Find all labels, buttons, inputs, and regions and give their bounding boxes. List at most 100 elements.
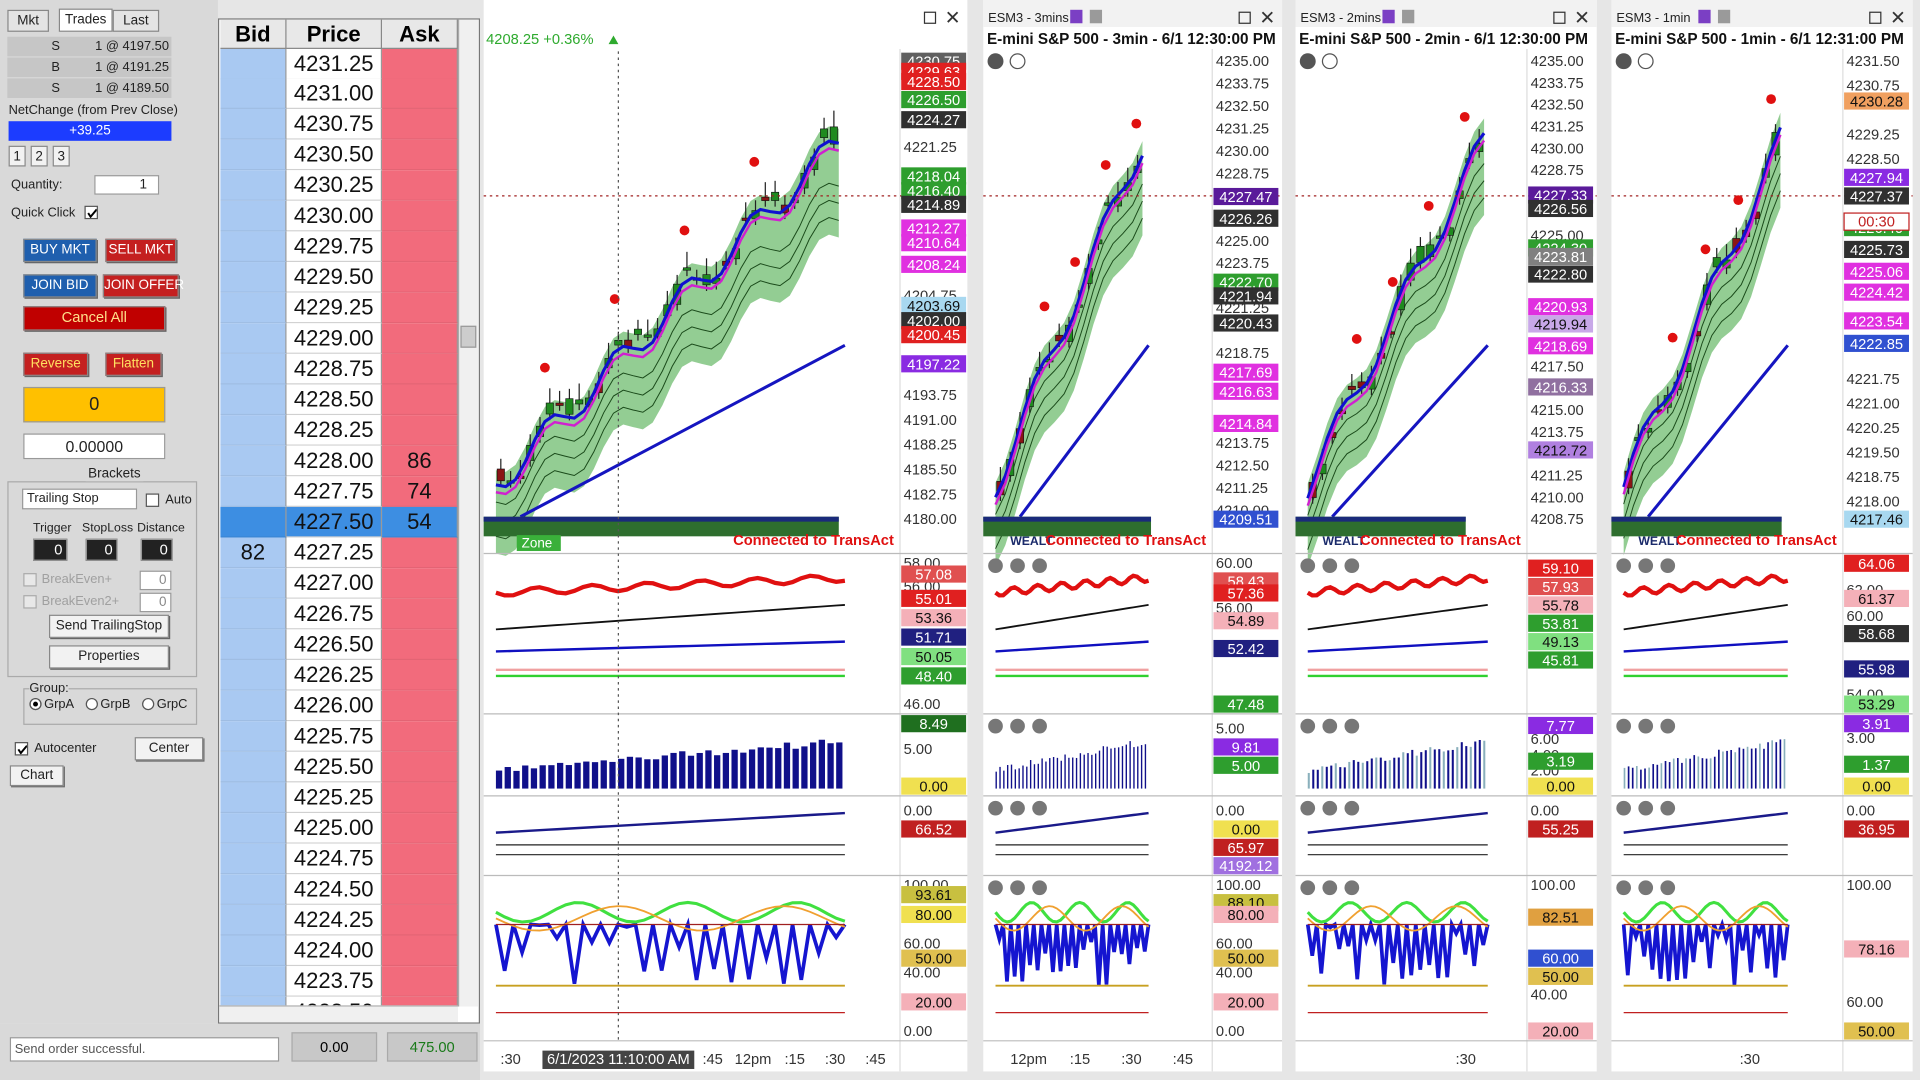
tab[interactable]: Mkt	[7, 9, 49, 32]
tool-button[interactable]	[988, 800, 1003, 816]
tool-button[interactable]	[1009, 53, 1026, 70]
net-change-value: +39.25	[8, 121, 172, 141]
volume-bar	[1718, 749, 1720, 789]
join-offer-button[interactable]: JOIN OFFER	[102, 274, 184, 298]
checkbox[interactable]	[23, 595, 37, 609]
tool-button[interactable]	[1322, 558, 1338, 574]
tool-button[interactable]	[1010, 880, 1025, 896]
tool-button[interactable]	[1616, 800, 1632, 816]
tool-button[interactable]	[1321, 53, 1338, 70]
tool-button[interactable]	[1300, 800, 1316, 816]
tool-button[interactable]	[988, 558, 1003, 574]
tool-button[interactable]	[1344, 880, 1360, 896]
radio[interactable]	[85, 697, 98, 711]
time-label: :30	[1456, 1052, 1476, 1068]
tool-button[interactable]	[1322, 800, 1338, 816]
tool-button[interactable]	[1300, 880, 1316, 896]
tab[interactable]: Last	[112, 9, 160, 32]
tool-button[interactable]	[1299, 53, 1316, 70]
tool-button[interactable]	[1032, 558, 1047, 574]
time-label: :30	[825, 1052, 845, 1068]
breakeven-input[interactable]: 0	[139, 592, 172, 613]
checkbox[interactable]	[14, 742, 29, 756]
tool-button[interactable]	[1032, 800, 1047, 816]
brackets-title: Brackets	[85, 466, 144, 482]
price-badge	[1213, 363, 1279, 381]
ladder-cell: 4224.50	[286, 873, 383, 905]
tool-button[interactable]	[1322, 718, 1338, 734]
radio[interactable]	[142, 697, 155, 711]
ladder-cell	[220, 384, 287, 416]
close-button[interactable]	[947, 11, 959, 23]
quantity-input[interactable]: 1	[94, 175, 160, 195]
tool-button[interactable]	[1010, 718, 1025, 734]
tool-button[interactable]	[1344, 718, 1360, 734]
checkbox[interactable]	[23, 573, 37, 587]
tool-button[interactable]	[988, 718, 1003, 734]
bracket-type-select[interactable]: Trailing Stop	[22, 488, 138, 510]
maximize-button[interactable]	[1238, 11, 1251, 24]
tool-button[interactable]	[1615, 53, 1632, 70]
stop-loss-input[interactable]: 0	[85, 538, 118, 561]
breakeven-input[interactable]: 0	[139, 570, 172, 591]
cancel-all-button[interactable]: Cancel All	[23, 306, 166, 331]
tool-button[interactable]	[1616, 718, 1632, 734]
tool-button[interactable]	[987, 53, 1004, 70]
price-badge	[1213, 639, 1279, 658]
tool-button[interactable]	[988, 880, 1003, 896]
send-trailing-stop-button[interactable]: Send TrailingStop	[48, 614, 169, 638]
tool-button[interactable]	[1660, 558, 1676, 574]
tool-button[interactable]	[1638, 880, 1654, 896]
flatten-button[interactable]: Flatten	[105, 352, 162, 376]
tool-button[interactable]	[1638, 558, 1654, 574]
reverse-button[interactable]: Reverse	[23, 352, 89, 376]
volume-bar	[1072, 757, 1074, 789]
close-button[interactable]	[1261, 11, 1273, 23]
sell-market-button[interactable]: SELL MKT	[105, 238, 177, 263]
tool-button[interactable]	[1660, 800, 1676, 816]
account-button[interactable]: 3	[52, 145, 70, 167]
close-button[interactable]	[1576, 11, 1588, 23]
tool-button[interactable]	[1616, 880, 1632, 896]
radio[interactable]	[29, 697, 42, 711]
price-badge	[901, 565, 967, 583]
account-button[interactable]: 2	[30, 145, 48, 167]
badge-label: 4214.84	[1219, 417, 1272, 433]
distance-input[interactable]: 0	[140, 538, 173, 561]
tool-button[interactable]	[1637, 53, 1654, 70]
chart-button[interactable]: Chart	[9, 765, 64, 787]
tool-button[interactable]	[1660, 880, 1676, 896]
tool-button[interactable]	[1300, 718, 1316, 734]
tool-button[interactable]	[1032, 880, 1047, 896]
chart-symbol: ESM3 - 2mins	[1300, 10, 1381, 25]
tool-button[interactable]	[1032, 718, 1047, 734]
volume-bar	[783, 742, 791, 789]
tool-button[interactable]	[1322, 880, 1338, 896]
tool-button[interactable]	[1344, 800, 1360, 816]
center-button[interactable]: Center	[134, 737, 204, 761]
tab[interactable]: Trades	[58, 8, 113, 32]
buy-market-button[interactable]: BUY MKT	[23, 238, 97, 263]
close-button[interactable]	[1892, 11, 1904, 23]
trigger-input[interactable]: 0	[33, 538, 68, 561]
logo: WEALT	[1638, 534, 1681, 548]
tool-button[interactable]	[1300, 558, 1316, 574]
tool-button[interactable]	[1010, 800, 1025, 816]
maximize-button[interactable]	[923, 11, 937, 24]
maximize-button[interactable]	[1869, 11, 1882, 24]
checkbox[interactable]	[84, 205, 98, 220]
maximize-button[interactable]	[1553, 11, 1566, 24]
tool-button[interactable]	[1010, 558, 1025, 574]
tool-button[interactable]	[1660, 718, 1676, 734]
badge-label: 57.08	[915, 568, 952, 584]
checkbox[interactable]	[145, 493, 160, 507]
account-button[interactable]: 1	[8, 145, 26, 167]
tool-button[interactable]	[1638, 800, 1654, 816]
tool-button[interactable]	[1344, 558, 1360, 574]
volume-bar	[748, 749, 756, 789]
join-bid-button[interactable]: JOIN BID	[23, 274, 97, 298]
tool-button[interactable]	[1616, 558, 1632, 574]
scroll-thumb[interactable]	[460, 325, 477, 348]
tool-button[interactable]	[1638, 718, 1654, 734]
properties-button[interactable]: Properties	[48, 645, 169, 669]
